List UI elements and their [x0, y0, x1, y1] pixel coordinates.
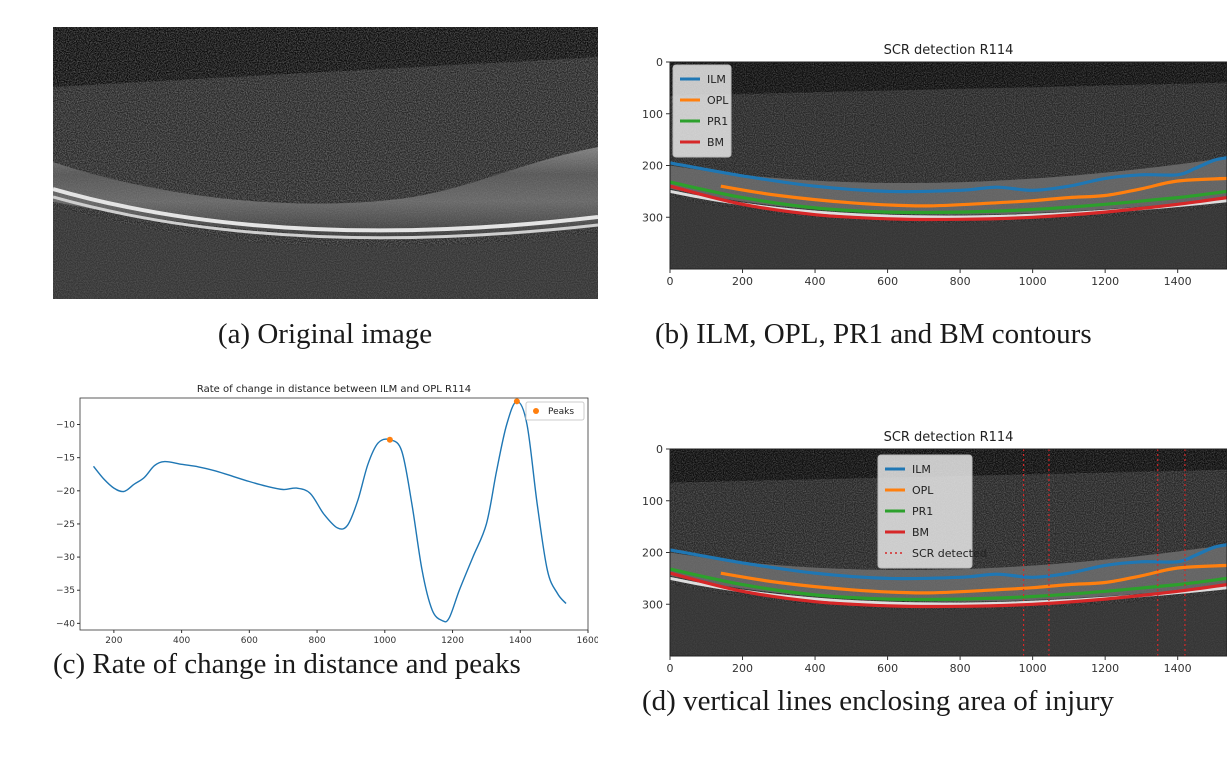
x-tick-label: 1400: [509, 636, 532, 646]
x-tick-label: 1000: [1019, 275, 1047, 288]
peak-point-1: [386, 436, 393, 443]
panel-d-scr-chart: 0 200 400 600 800 1000 1200 1400 0 100 200 300 SCR d…: [630, 418, 1227, 686]
chart-title: Rate of change in distance between ILM a…: [197, 384, 471, 395]
y-tick-label: 0: [656, 443, 663, 456]
y-tick-label: −25: [56, 520, 75, 530]
legend-label-bm: BM: [707, 136, 724, 149]
x-tick-label: 200: [732, 662, 753, 675]
y-tick-label: 100: [642, 495, 663, 508]
x-tick-label: 600: [241, 636, 258, 646]
legend-label-pr1: PR1: [707, 115, 728, 128]
y-tick-label: −15: [56, 454, 75, 464]
legend-label-ilm: ILM: [707, 73, 726, 86]
plot-frame: [79, 397, 589, 631]
x-tick-label: 1600: [577, 636, 598, 646]
x-tick-label: 800: [950, 662, 971, 675]
y-tick-label: 300: [642, 598, 663, 611]
legend-label-scr-detected: SCR detected: [912, 547, 987, 560]
legend-box: [877, 454, 973, 569]
caption-a: (a) Original image: [217, 318, 433, 350]
series-line-ilm: [669, 156, 1227, 194]
chart-title: SCR detection R114: [884, 43, 1014, 58]
peak-point-2: [513, 398, 520, 405]
oct-background-image: [670, 62, 1227, 269]
x-tick-label: 0: [667, 275, 674, 288]
y-tick-label: 0: [656, 56, 663, 69]
series-line-bm: [669, 184, 1227, 222]
series-line-opl: [720, 176, 1227, 208]
legend: ILM OPL PR1 BM: [672, 64, 732, 158]
y-tick-label: −20: [56, 487, 75, 497]
x-tick-label: 400: [805, 662, 826, 675]
chart-b-svg: 0 200 400 600 800 1000 1200 1400 0 100 200 300 SCR d…: [642, 43, 1227, 288]
x-tick-label: 200: [105, 636, 122, 646]
y-tick-label: 200: [642, 547, 663, 560]
rate-of-change-line: [92, 400, 567, 623]
chart-d-svg: 0 200 400 600 800 1000 1200 1400 0 100 200 300 SCR d…: [642, 430, 1227, 675]
series-line-bm: [669, 571, 1227, 609]
x-tick-label: 800: [308, 636, 325, 646]
legend: Peaks: [525, 401, 585, 421]
legend-box: [672, 64, 732, 158]
series-line-opl: [720, 563, 1227, 595]
y-tick-label: 200: [642, 160, 663, 173]
series-line-ilm: [669, 543, 1227, 581]
caption-b: (b) ILM, OPL, PR1 and BM contours: [655, 318, 1092, 350]
x-tick-label: 600: [877, 662, 898, 675]
x-tick-label: 200: [732, 275, 753, 288]
x-tick-label: 1400: [1164, 662, 1192, 675]
oct-original-image: [52, 27, 599, 299]
chart-title: SCR detection R114: [884, 430, 1014, 445]
y-tick-label: −40: [56, 619, 75, 629]
legend-label-peaks: Peaks: [548, 407, 574, 417]
x-tick-label: 1000: [373, 636, 396, 646]
x-tick-label: 600: [877, 275, 898, 288]
chart-c-svg: Rate of change in distance between ILM a…: [56, 384, 600, 646]
x-tick-label: 0: [667, 662, 674, 675]
x-tick-label: 1200: [1091, 275, 1119, 288]
series-line-pr1: [669, 180, 1227, 215]
y-tick-label: −10: [56, 421, 75, 431]
y-tick-label: 300: [642, 211, 663, 224]
x-tick-label: 1000: [1019, 662, 1047, 675]
legend-label-opl: OPL: [912, 484, 934, 497]
panel-a-original-image: [52, 27, 599, 299]
x-tick-label: 1200: [441, 636, 464, 646]
x-tick-label: 400: [173, 636, 190, 646]
legend-label-opl: OPL: [707, 94, 729, 107]
legend-swatch-peaks: [533, 408, 539, 414]
x-tick-label: 400: [805, 275, 826, 288]
caption-c: (c) Rate of change in distance and peaks: [53, 648, 521, 680]
legend-label-bm: BM: [912, 526, 929, 539]
legend-box: [525, 401, 585, 421]
panel-c-rate-chart: Rate of change in distance between ILM a…: [38, 380, 600, 650]
legend-label-pr1: PR1: [912, 505, 933, 518]
y-tick-label: −30: [56, 553, 75, 563]
legend-label-ilm: ILM: [912, 463, 931, 476]
y-tick-label: −35: [56, 586, 75, 596]
legend: ILM OPL PR1 BM SCR detected: [877, 454, 987, 569]
panel-b-contours-chart: 0 200 400 600 800 1000 1200 1400 0 100 200 300 SCR d…: [630, 30, 1227, 300]
y-tick-label: 100: [642, 108, 663, 121]
caption-d: (d) vertical lines enclosing area of inj…: [642, 685, 1114, 717]
x-tick-label: 1200: [1091, 662, 1119, 675]
x-tick-label: 1400: [1164, 275, 1192, 288]
series-line-pr1: [669, 567, 1227, 602]
x-tick-label: 800: [950, 275, 971, 288]
